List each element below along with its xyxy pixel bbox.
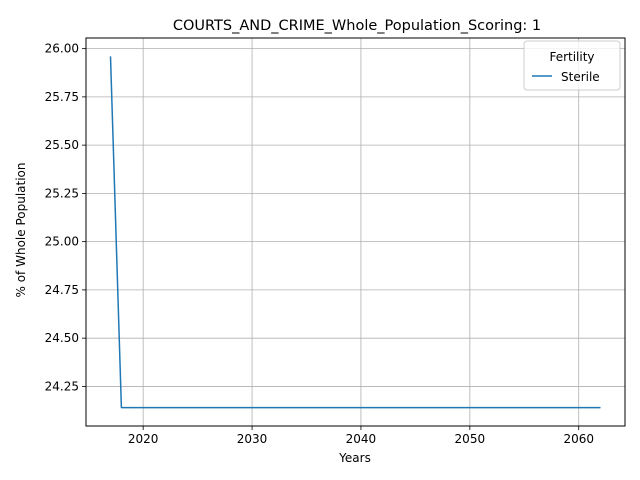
legend: Fertility Sterile xyxy=(523,40,621,91)
legend-box xyxy=(523,40,621,91)
chart-title: COURTS_AND_CRIME_Whole_Population_Scorin… xyxy=(173,18,541,34)
y-axis-label: % of Whole Population xyxy=(14,163,28,298)
y-tick-label: 26.00 xyxy=(45,42,79,56)
x-axis-label: Years xyxy=(338,451,371,465)
x-tick-label: 2030 xyxy=(237,432,268,446)
x-tick-label: 2060 xyxy=(563,432,594,446)
legend-title: Fertility xyxy=(549,50,594,64)
x-tick-label: 2020 xyxy=(128,432,159,446)
series-line-sterile xyxy=(109,56,601,409)
y-tick-label: 25.00 xyxy=(45,235,79,249)
y-tick-label: 24.50 xyxy=(45,331,79,345)
series-layer xyxy=(109,56,601,409)
y-axis: 24.25 24.50 24.75 25.00 25.25 25.50 25.75 26.00 xyxy=(45,42,86,393)
y-tick-label: 25.50 xyxy=(45,138,79,152)
y-tick-label: 25.75 xyxy=(45,90,79,104)
legend-label-sterile: Sterile xyxy=(561,70,600,84)
y-tick-label: 24.25 xyxy=(45,379,79,393)
grid xyxy=(86,38,625,426)
y-tick-label: 24.75 xyxy=(45,283,79,297)
plot-frame xyxy=(85,37,626,427)
x-tick-label: 2040 xyxy=(346,432,377,446)
y-tick-label: 25.25 xyxy=(45,186,79,200)
x-axis: 2020 2030 2040 2050 2060 xyxy=(128,426,594,446)
x-tick-label: 2050 xyxy=(455,432,486,446)
